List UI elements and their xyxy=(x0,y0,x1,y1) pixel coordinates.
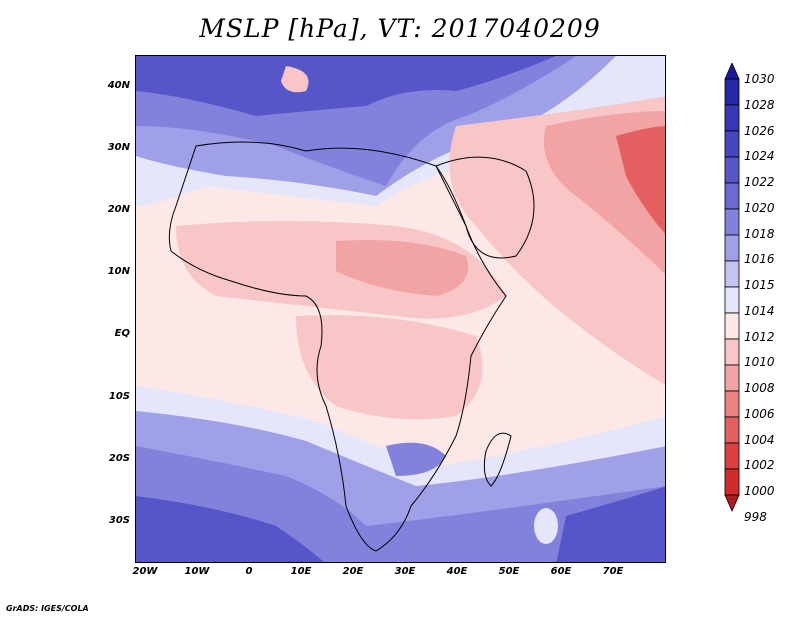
band-1010-central xyxy=(296,315,483,420)
lat-label-20n: 20N xyxy=(107,204,130,215)
legend-label-1015: 1015 xyxy=(744,278,775,293)
lon-label-50e: 50E xyxy=(498,566,520,577)
legend-swatch-1012 xyxy=(724,312,740,340)
legend-label-1012: 1012 xyxy=(744,329,775,344)
lat-label-10n: 10N xyxy=(107,266,130,277)
legend-swatch-1002 xyxy=(724,442,740,470)
legend-swatch-1000 xyxy=(724,468,740,496)
arabian-coastline xyxy=(435,156,535,259)
high-southern-africa xyxy=(386,442,446,476)
band-1026-north xyxy=(136,56,556,116)
lon-label-10w: 10W xyxy=(184,566,210,577)
legend-label-1018: 1018 xyxy=(744,226,775,241)
legend-label-1026: 1026 xyxy=(744,123,775,138)
legend-colorbar xyxy=(724,62,740,512)
legend-label-1030: 1030 xyxy=(744,72,775,86)
low-iberia xyxy=(281,66,309,93)
lon-label-70e: 70E xyxy=(602,566,624,577)
lon-label-10e: 10E xyxy=(290,566,312,577)
legend-label-1006: 1006 xyxy=(744,406,775,421)
madagascar-coastline xyxy=(483,432,512,487)
lat-label-30n: 30N xyxy=(107,142,130,153)
legend-label-1014: 1014 xyxy=(744,303,775,318)
lat-label-30s: 30S xyxy=(108,515,130,526)
legend-label-1008: 1008 xyxy=(744,381,775,396)
legend-swatch-1015 xyxy=(724,260,740,288)
legend-swatch-1010 xyxy=(724,338,740,366)
legend-label-1002: 1002 xyxy=(744,458,775,473)
pressure-map xyxy=(135,55,666,563)
legend-arrow-bottom xyxy=(724,494,740,512)
legend-swatch-1006 xyxy=(724,390,740,418)
lat-label-10s: 10S xyxy=(108,391,130,402)
legend-swatch-1028 xyxy=(724,78,740,106)
legend-swatch-1008 xyxy=(724,364,740,392)
legend-swatch-1020 xyxy=(724,182,740,210)
lon-label-0: 0 xyxy=(245,566,253,577)
band-1008-sahel xyxy=(336,240,468,296)
lon-label-30e: 30E xyxy=(394,566,416,577)
lon-label-20e: 20E xyxy=(342,566,364,577)
lat-label-40n: 40N xyxy=(107,80,130,91)
legend-swatch-1022 xyxy=(724,156,740,184)
legend-label-1020: 1020 xyxy=(744,200,775,215)
grads-credit: GrADS: IGES/COLA xyxy=(6,604,89,613)
lat-label-20s: 20S xyxy=(108,453,130,464)
band-1026-southeast xyxy=(556,486,665,562)
legend-label-998: 998 xyxy=(744,509,767,524)
legend-swatch-1024 xyxy=(724,130,740,158)
lat-label-eq: EQ xyxy=(114,328,130,339)
legend-swatch-1016 xyxy=(724,234,740,262)
africa-coastline xyxy=(168,141,507,552)
legend-swatch-1018 xyxy=(724,208,740,236)
legend-label-1010: 1010 xyxy=(744,355,775,370)
legend-label-1028: 1028 xyxy=(744,97,775,112)
legend-arrow-top xyxy=(724,62,740,80)
legend-swatch-1026 xyxy=(724,104,740,132)
legend-label-1000: 1000 xyxy=(744,484,775,499)
legend-label-1024: 1024 xyxy=(744,149,775,164)
low-cell-south-indian xyxy=(534,508,558,544)
color-legend xyxy=(724,62,740,561)
legend-label-1022: 1022 xyxy=(744,175,775,190)
lon-label-40e: 40E xyxy=(446,566,468,577)
legend-label-1004: 1004 xyxy=(744,432,775,447)
legend-swatch-1004 xyxy=(724,416,740,444)
legend-swatch-1014 xyxy=(724,286,740,314)
band-1026-southwest xyxy=(136,496,324,562)
legend-label-1016: 1016 xyxy=(744,252,775,267)
lon-label-60e: 60E xyxy=(550,566,572,577)
band-1004-india xyxy=(616,126,665,234)
lon-label-20w: 20W xyxy=(132,566,158,577)
map-title: MSLP [hPa], VT: 2017040209 xyxy=(199,14,601,43)
pressure-field xyxy=(136,56,665,562)
